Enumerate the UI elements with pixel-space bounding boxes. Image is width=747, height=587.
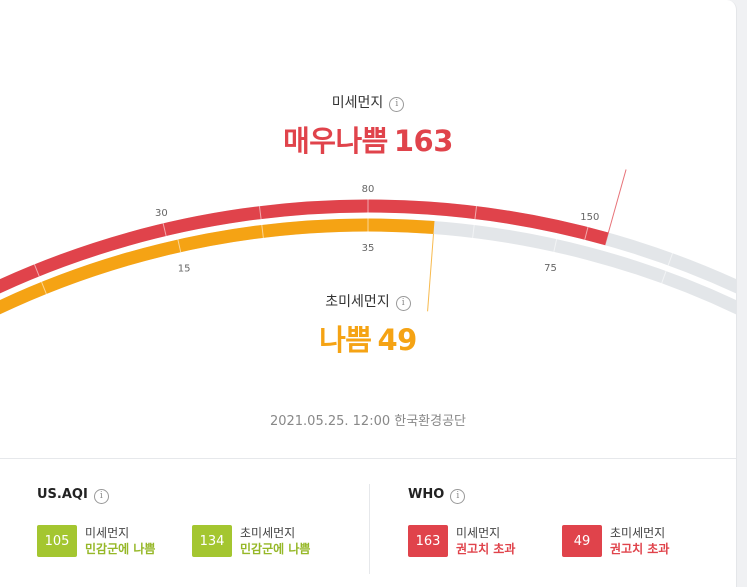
- gauge-minor-tick: [33, 264, 40, 277]
- index-badge: 49: [562, 525, 602, 557]
- us-aqi-title: US.AQI: [37, 487, 88, 502]
- pm10-level-arc: [0, 199, 609, 294]
- index-badge: 134: [192, 525, 232, 557]
- pm10-value-line: 매우나쁨 163: [0, 118, 736, 160]
- gauge-tick-label: 35: [362, 243, 375, 254]
- index-label: 미세먼지: [456, 525, 501, 540]
- index-label: 초미세먼지: [240, 525, 296, 540]
- index-badge: 163: [408, 525, 448, 557]
- who-pm25: 49 초미세먼지 권고치 초과: [562, 524, 669, 558]
- index-status: 민감군에 나쁨: [85, 541, 156, 556]
- gauge-minor-tick: [474, 206, 478, 220]
- pm25-level-arc: [0, 218, 435, 315]
- pm10-title: 미세먼지: [331, 95, 384, 111]
- gauge-tick-label: 30: [155, 208, 168, 219]
- gauge-minor-tick: [261, 224, 264, 238]
- info-icon[interactable]: i: [93, 489, 109, 504]
- pm10-grade: 매우나쁨: [283, 124, 388, 158]
- gauge-tick-label: 75: [544, 263, 557, 274]
- pm10-heading: 미세먼지 i: [0, 92, 736, 112]
- gauge-tick: [553, 239, 558, 252]
- index-status: 권고치 초과: [610, 541, 670, 556]
- divider: [369, 484, 370, 574]
- index-badge: 105: [37, 525, 77, 557]
- index-status: 권고치 초과: [456, 541, 516, 556]
- gauge-minor-tick: [661, 270, 667, 284]
- index-label: 미세먼지: [85, 525, 130, 540]
- gauge-tick: [584, 226, 589, 240]
- us-aqi-pm25: 134 초미세먼지 민감군에 나쁨: [192, 524, 310, 558]
- who-heading: WHO i: [408, 487, 466, 504]
- info-icon[interactable]: i: [395, 296, 411, 311]
- pm25-grade: 나쁨: [319, 323, 372, 357]
- gauge-minor-tick: [258, 206, 262, 220]
- pm25-title: 초미세먼지: [325, 294, 390, 310]
- gauge-minor-tick: [41, 281, 47, 295]
- update-timestamp: 2021.05.25. 12:00 한국환경공단: [269, 414, 467, 429]
- gauge-tick-label: 150: [580, 212, 599, 223]
- pm25-heading: 초미세먼지 i: [0, 291, 736, 311]
- info-icon[interactable]: i: [450, 489, 466, 504]
- who-pm10: 163 미세먼지 권고치 초과: [408, 524, 515, 558]
- us-aqi-pm10: 105 미세먼지 민감군에 나쁨: [37, 524, 155, 558]
- gauge-tick-label: 15: [178, 263, 191, 274]
- gauge-tick-label: 80: [362, 184, 375, 195]
- us-aqi-heading: US.AQI i: [37, 487, 109, 504]
- info-icon[interactable]: i: [389, 97, 405, 112]
- gauge: 30 80 150 15 35 75: [0, 169, 736, 315]
- gauge-tick: [177, 239, 182, 253]
- index-status: 민감군에 나쁨: [240, 541, 311, 556]
- pm10-value: 163: [393, 124, 454, 158]
- divider: [0, 458, 736, 459]
- gauge-minor-tick: [667, 253, 674, 266]
- who-title: WHO: [408, 487, 445, 502]
- gauge-tick: [162, 223, 167, 237]
- pm25-value-line: 나쁨 49: [0, 317, 736, 359]
- pm10-needle: [604, 169, 627, 246]
- pm25-needle: [427, 233, 434, 312]
- index-label: 초미세먼지: [610, 525, 666, 540]
- pm25-value: 49: [377, 323, 418, 357]
- gauge-minor-tick: [472, 224, 475, 238]
